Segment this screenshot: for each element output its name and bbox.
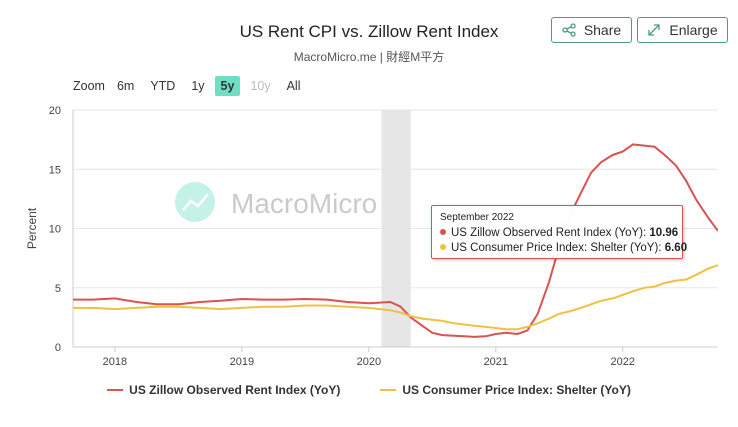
expand-icon — [648, 24, 661, 36]
tooltip-zillow-value: 10.96 — [649, 227, 679, 239]
y-tick-label-0: 0 — [55, 342, 61, 354]
zillow-dot-icon — [440, 229, 446, 235]
share-label: Share — [583, 22, 622, 38]
chart-subtitle: MacroMicro.me | 財經M平方 — [293, 50, 445, 64]
y-tick-label-5: 5 — [55, 283, 61, 295]
tooltip-zillow-label: US Zillow Observed Rent Index (YoY): — [451, 227, 647, 239]
tooltip-row-cpi: US Consumer Price Index: Shelter (YoY): … — [440, 241, 687, 256]
y-tick-label-20: 20 — [49, 105, 61, 117]
enlarge-button[interactable]: Enlarge — [637, 17, 728, 43]
legend-label-zillow: US Zillow Observed Rent Index (YoY) — [129, 383, 341, 397]
tooltip-cpi-value: 6.60 — [664, 242, 688, 254]
legend-swatch-zillow — [107, 389, 124, 391]
tooltip-cpi-label: US Consumer Price Index: Shelter (YoY): — [451, 242, 662, 254]
zoom-label: Zoom — [73, 79, 105, 93]
share-button[interactable]: Share — [551, 17, 632, 43]
tooltip-row-zillow: US Zillow Observed Rent Index (YoY): 10.… — [440, 226, 678, 241]
share-icon — [562, 23, 576, 37]
x-tick-label-2020: 2020 — [357, 356, 381, 368]
watermark-logo-icon — [175, 182, 215, 222]
zoom-5y-button[interactable]: 5y — [214, 76, 241, 96]
y-axis-title: Percent — [25, 207, 39, 249]
zoom-1y-button[interactable]: 1y — [191, 79, 205, 93]
zoom-all-button[interactable]: All — [286, 79, 301, 93]
data-tooltip: September 2022 US Zillow Observed Rent I… — [431, 205, 687, 259]
x-tick-label-2019: 2019 — [230, 356, 254, 368]
zoom-6m-button[interactable]: 6m — [116, 79, 135, 93]
watermark-trend-icon — [182, 193, 209, 211]
legend-swatch-cpi — [380, 389, 397, 391]
enlarge-label: Enlarge — [669, 22, 718, 38]
legend-item-cpi[interactable]: US Consumer Price Index: Shelter (YoY) — [380, 383, 631, 397]
y-tick-label-15: 15 — [49, 164, 61, 176]
x-tick-label-2021: 2021 — [484, 356, 508, 368]
zoom-ytd-button[interactable]: YTD — [150, 79, 176, 93]
cpi-dot-icon — [440, 244, 446, 250]
chart-legend: US Zillow Observed Rent Index (YoY) US C… — [0, 383, 738, 397]
legend-item-zillow[interactable]: US Zillow Observed Rent Index (YoY) — [107, 383, 340, 397]
x-tick-label-2022: 2022 — [611, 356, 635, 368]
zoom-selector: Zoom 6m YTD 1y 5y 10y All — [73, 76, 309, 96]
zillow-series-line — [73, 143, 718, 338]
watermark-logo: MacroMicro — [175, 182, 377, 222]
chart-title: US Rent CPI vs. Zillow Rent Index — [239, 22, 499, 41]
zoom-10y-button: 10y — [250, 79, 271, 93]
watermark-text: MacroMicro — [231, 188, 377, 219]
x-tick-label-2018: 2018 — [103, 356, 127, 368]
tooltip-date: September 2022 — [440, 212, 514, 223]
cpi-series-line — [73, 264, 718, 331]
legend-label-cpi: US Consumer Price Index: Shelter (YoY) — [402, 383, 631, 397]
y-tick-label-10: 10 — [49, 224, 61, 236]
